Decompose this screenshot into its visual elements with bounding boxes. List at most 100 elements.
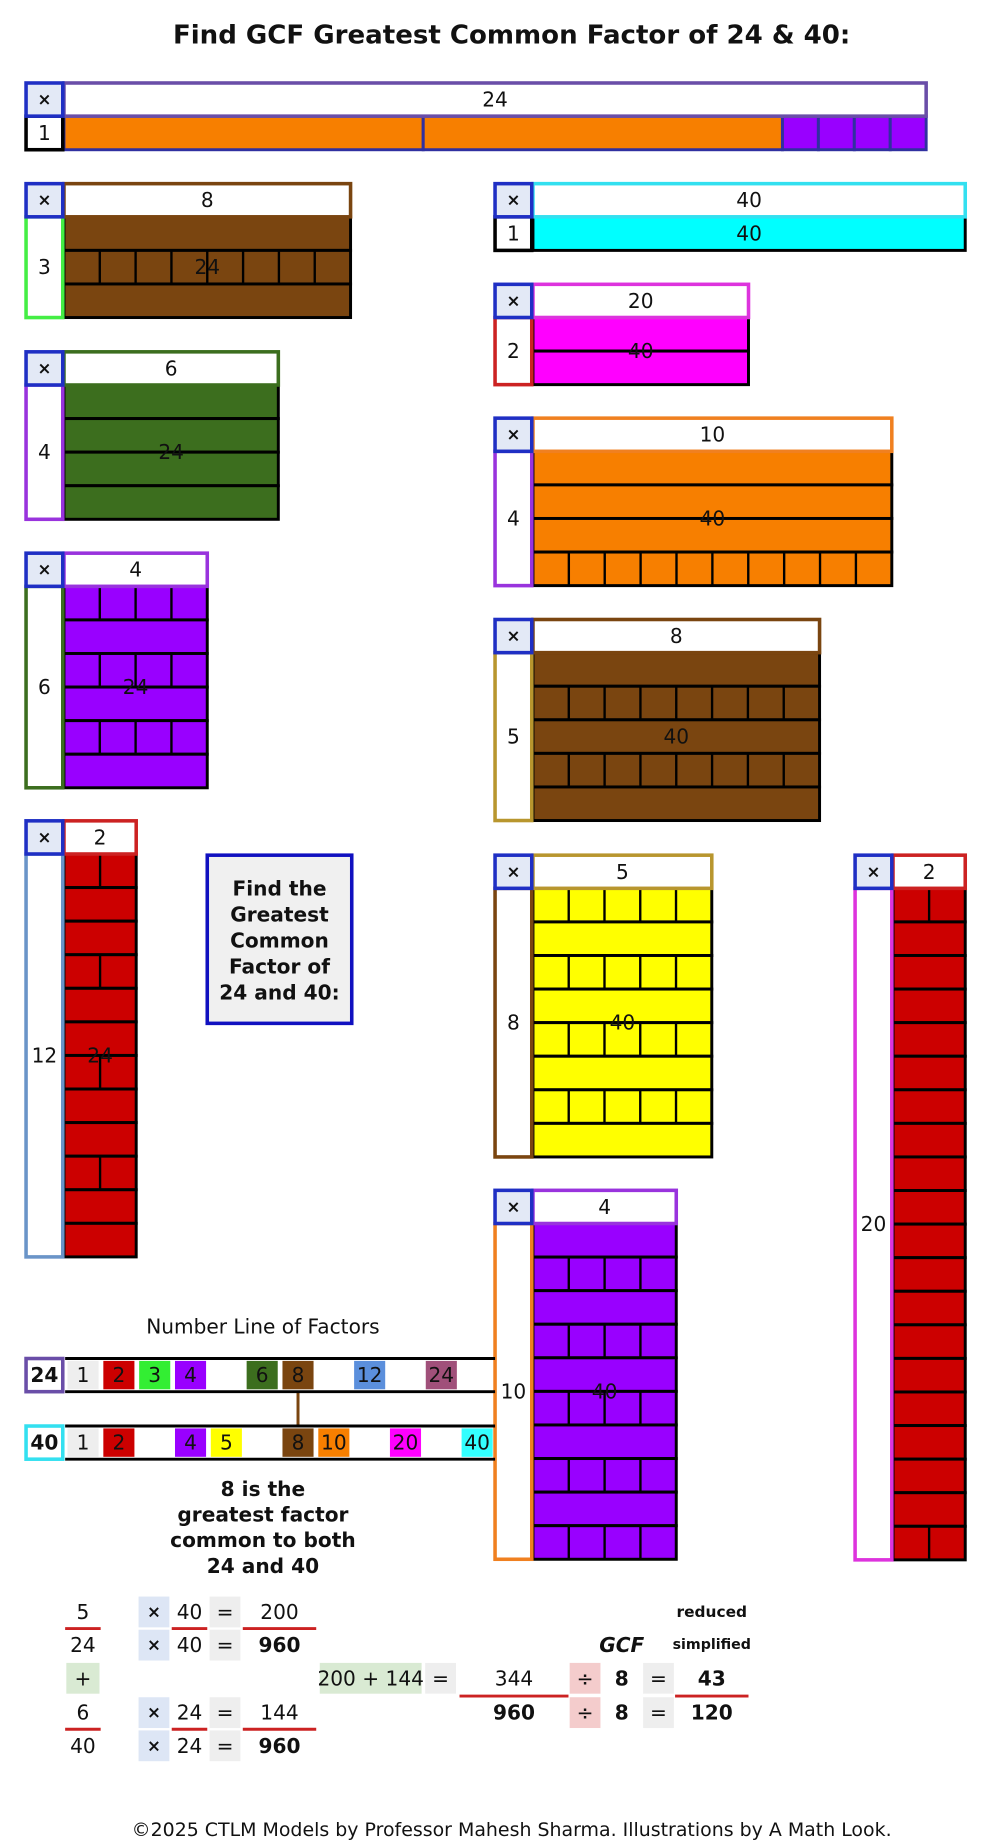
factor-cell xyxy=(461,1428,493,1457)
factor-label: 4 xyxy=(184,1363,197,1387)
factor-cell xyxy=(67,1360,99,1390)
side-label: 8 xyxy=(507,1011,520,1035)
row-label: 24 xyxy=(30,1363,58,1387)
row-strip xyxy=(891,1356,967,1394)
times-cell xyxy=(853,853,894,891)
row-strip xyxy=(891,1323,967,1360)
row-strip xyxy=(531,718,822,755)
unit-bar xyxy=(816,114,856,152)
row-strip xyxy=(62,1188,138,1225)
equals: = xyxy=(432,1666,449,1690)
symbol-box xyxy=(425,1662,456,1694)
header-label: 24 xyxy=(482,88,508,112)
row-label-cell xyxy=(24,1356,65,1394)
side-label: 3 xyxy=(38,255,51,279)
side-label: 1 xyxy=(507,222,520,246)
product-label: 24 xyxy=(123,675,149,699)
factor-label: 40 xyxy=(464,1431,490,1455)
row-strip xyxy=(62,417,280,454)
row-label-cell xyxy=(24,1424,65,1461)
numerator: 5 xyxy=(76,1600,89,1624)
symbol-box xyxy=(138,1629,170,1661)
header-cell xyxy=(62,819,138,856)
factor-cell xyxy=(103,1360,135,1390)
factor-label: 3 xyxy=(148,1363,161,1387)
product-label: 40 xyxy=(663,725,689,749)
symbol-box xyxy=(209,1629,241,1661)
header-cell xyxy=(531,853,714,891)
symbol-box xyxy=(319,1662,422,1694)
header-label: 2 xyxy=(94,825,107,849)
header-cell xyxy=(62,350,281,387)
row-strip xyxy=(62,752,209,790)
row-strip xyxy=(62,383,280,421)
factor-label: 1 xyxy=(77,1431,90,1455)
reduced-label: reduced xyxy=(677,1603,748,1621)
symbol-box xyxy=(569,1697,601,1729)
times-symbol: × xyxy=(147,1602,161,1621)
header-label: 4 xyxy=(598,1195,611,1219)
side-label: 12 xyxy=(32,1043,58,1067)
equals: = xyxy=(217,1633,234,1657)
row-strip xyxy=(62,618,209,655)
header-label: 40 xyxy=(736,188,762,212)
row-strip xyxy=(62,1121,138,1158)
header-label: 8 xyxy=(670,624,683,648)
gcf-label: GCF xyxy=(599,1633,644,1657)
side-cell xyxy=(493,886,534,1159)
times-symbol: × xyxy=(866,862,880,881)
side-label: 4 xyxy=(507,506,520,530)
times-symbol: × xyxy=(37,359,51,378)
row-strip xyxy=(891,1054,967,1092)
row-strip xyxy=(531,920,714,957)
symbol-box xyxy=(138,1730,170,1762)
side-label: 4 xyxy=(38,440,51,464)
times-cell xyxy=(24,551,65,589)
header-cell xyxy=(531,617,822,655)
times-cell xyxy=(493,617,534,655)
denominator: 40 xyxy=(70,1734,96,1758)
product-label: 40 xyxy=(592,1379,618,1403)
equals: = xyxy=(217,1600,234,1624)
factor-label: 6 xyxy=(256,1363,269,1387)
times-symbol: × xyxy=(147,1736,161,1755)
header-label: 6 xyxy=(165,356,178,380)
row-strip xyxy=(891,1457,967,1495)
result-numerator: 43 xyxy=(698,1666,726,1690)
row-strip xyxy=(891,1155,967,1193)
product-label: 24 xyxy=(194,255,220,279)
side-label: 5 xyxy=(507,725,520,749)
product-denominator: 960 xyxy=(258,1734,300,1758)
side-cell xyxy=(24,383,65,522)
times-symbol: × xyxy=(37,828,51,847)
symbol-box xyxy=(138,1596,170,1628)
times-cell xyxy=(24,181,65,219)
row-strip xyxy=(62,282,353,320)
row-strip xyxy=(891,1390,967,1428)
unit-bar xyxy=(62,114,425,152)
side-cell xyxy=(853,886,894,1562)
row-strip xyxy=(531,449,894,487)
factor-label: 4 xyxy=(184,1431,197,1455)
header-cell xyxy=(531,282,751,320)
symbol-box xyxy=(209,1697,241,1729)
row-strip xyxy=(531,1423,678,1461)
factor-cell xyxy=(425,1360,457,1390)
row-strip xyxy=(531,1088,714,1125)
times-cell xyxy=(24,350,65,387)
divide: ÷ xyxy=(577,1666,594,1690)
row-strip xyxy=(891,1021,967,1058)
side-cell xyxy=(24,114,65,152)
symbol-box xyxy=(643,1697,674,1729)
product-denominator: 960 xyxy=(258,1633,300,1657)
find-text: Greatest xyxy=(230,902,329,926)
times-symbol: × xyxy=(506,1197,520,1216)
title: Find GCF Greatest Common Factor of 24 & … xyxy=(173,21,850,51)
factor-label: 2 xyxy=(112,1363,125,1387)
row-strip xyxy=(62,886,138,923)
row-strip xyxy=(531,785,822,823)
sum-denominator: 960 xyxy=(493,1701,535,1725)
header-cell xyxy=(531,416,894,454)
